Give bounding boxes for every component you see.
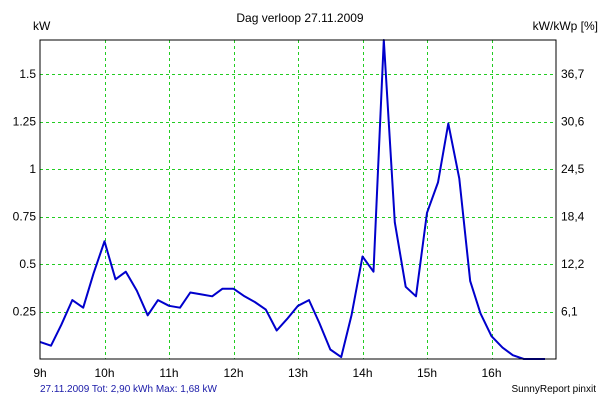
x-tick-label: 9h: [33, 366, 46, 380]
footer-summary: 27.11.2009 Tot: 2,90 kWh Max: 1,68 kW: [40, 384, 218, 395]
y-left-tick-label: 0.75: [13, 210, 37, 224]
y-right-tick-label: 36,7: [561, 67, 585, 81]
y-left-tick-label: 0.5: [19, 257, 36, 271]
x-tick-label: 10h: [94, 366, 114, 380]
y-axis-left-label: kW: [33, 19, 51, 33]
y-left-tick-label: 0.25: [13, 305, 37, 319]
x-tick-label: 14h: [352, 366, 372, 380]
plot-area-frame: [39, 39, 557, 360]
series-layer: [39, 39, 545, 360]
y-axis-right-label: kW/kWp [%]: [533, 19, 598, 33]
y-right-tick-label: 24,5: [561, 162, 585, 176]
y-left-tick-label: 1: [29, 162, 36, 176]
grid-layer: [40, 40, 556, 359]
footer-credit: SunnyReport pinxit: [512, 384, 597, 395]
x-tick-label: 12h: [223, 366, 243, 380]
x-tick-label: 16h: [481, 366, 501, 380]
y-right-tick-label: 30,6: [561, 115, 585, 129]
y-left-tick-label: 1.5: [19, 67, 36, 81]
y-left-tick-label: 1.25: [13, 115, 37, 129]
y-right-tick-label: 18,4: [561, 210, 585, 224]
chart-title: Dag verloop 27.11.2009: [236, 11, 364, 25]
y-right-tick-label: 6,1: [561, 305, 578, 319]
y-right-tick-label: 12,2: [561, 257, 585, 271]
power-series-line: [39, 39, 545, 360]
tick-layer: 9h 10h 11h 12h 13h 14h 15h 16h 0.25 6,1 0.5 12,2 0.7…: [13, 67, 585, 380]
x-tick-label: 13h: [288, 366, 308, 380]
x-tick-label: 11h: [159, 366, 178, 380]
x-tick-label: 15h: [417, 366, 437, 380]
